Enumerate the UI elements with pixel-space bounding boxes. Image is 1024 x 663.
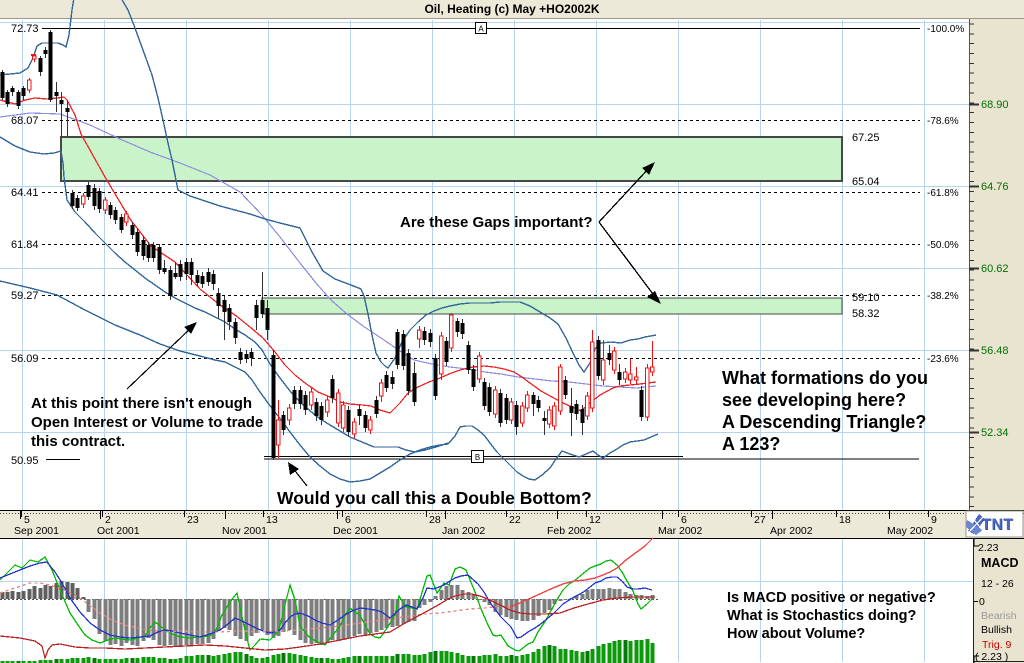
svg-text:2.23: 2.23 [978, 542, 999, 554]
svg-text:Feb 2002: Feb 2002 [547, 525, 592, 537]
svg-text:Mar 2002: Mar 2002 [658, 525, 703, 537]
svg-text:What is Stochastics doing?: What is Stochastics doing? [727, 608, 916, 624]
svg-text:-61.8%: -61.8% [927, 188, 959, 199]
svg-text:At this point there isn't enou: At this point there isn't enough [31, 395, 252, 412]
svg-text:this contract.: this contract. [31, 433, 125, 450]
svg-text:Nov 2001: Nov 2001 [222, 525, 267, 537]
svg-text:-100.0%: -100.0% [927, 24, 964, 35]
svg-text:Is MACD positive or negative?: Is MACD positive or negative? [727, 590, 936, 606]
svg-text:A Descending Triangle?: A Descending Triangle? [722, 412, 926, 432]
svg-text:9: 9 [931, 514, 937, 526]
svg-text:Open Interest or Volume to tra: Open Interest or Volume to trade [31, 414, 263, 431]
svg-text:28: 28 [429, 514, 441, 526]
svg-text:Oct 2001: Oct 2001 [97, 525, 140, 537]
svg-text:Trig. 9: Trig. 9 [982, 639, 1012, 651]
svg-text:52.34: 52.34 [981, 427, 1009, 439]
svg-text:How about Volume?: How about Volume? [727, 626, 865, 642]
svg-text:61.84: 61.84 [11, 239, 39, 251]
svg-text:64.41: 64.41 [11, 187, 39, 199]
svg-text:-38.2%: -38.2% [927, 291, 959, 302]
svg-text:50.95: 50.95 [11, 455, 39, 467]
svg-text:12: 12 [589, 514, 601, 526]
svg-text:59.27: 59.27 [11, 290, 39, 302]
svg-text:Bearish: Bearish [981, 610, 1017, 622]
svg-text:23: 23 [187, 514, 199, 526]
svg-text:58.32: 58.32 [852, 308, 880, 320]
svg-text:A 123?: A 123? [722, 434, 780, 454]
svg-text:72.73: 72.73 [11, 23, 39, 35]
svg-text:56.09: 56.09 [11, 353, 39, 365]
svg-text:MACD: MACD [981, 556, 1019, 570]
svg-text:6: 6 [681, 514, 687, 526]
svg-text:6: 6 [345, 514, 351, 526]
svg-text:64.76: 64.76 [981, 181, 1009, 193]
svg-text:65.04: 65.04 [852, 176, 880, 188]
svg-text:59.10: 59.10 [852, 292, 880, 304]
svg-text:60.62: 60.62 [981, 263, 1009, 275]
svg-text:5: 5 [24, 514, 30, 526]
svg-text:Would you call this a Double B: Would you call this a Double Bottom? [277, 488, 592, 508]
svg-text:27: 27 [754, 514, 766, 526]
svg-text:12 - 26: 12 - 26 [981, 578, 1014, 590]
svg-text:-23.6%: -23.6% [927, 354, 959, 365]
svg-text:-78.6%: -78.6% [927, 116, 959, 127]
svg-text:Are these Gaps important?: Are these Gaps important? [400, 214, 593, 231]
svg-text:Jan 2002: Jan 2002 [442, 525, 485, 537]
svg-text:56.48: 56.48 [981, 345, 1009, 357]
svg-text:Bullish: Bullish [981, 624, 1012, 636]
svg-text:Dec 2001: Dec 2001 [333, 525, 378, 537]
svg-text:68.90: 68.90 [981, 99, 1009, 111]
svg-text:B: B [475, 453, 480, 462]
svg-text:-50.0%: -50.0% [927, 240, 959, 251]
svg-text:22: 22 [509, 514, 521, 526]
svg-text:see developing here?: see developing here? [722, 390, 906, 410]
svg-text:2: 2 [105, 514, 111, 526]
svg-text:Apr 2002: Apr 2002 [770, 525, 813, 537]
svg-text:68.07: 68.07 [11, 115, 39, 127]
svg-text:Oil, Heating (c) May +HO2002K: Oil, Heating (c) May +HO2002K [424, 2, 599, 16]
svg-text:TNT: TNT [981, 516, 1013, 533]
svg-text:18: 18 [839, 514, 851, 526]
svg-text:67.25: 67.25 [852, 132, 880, 144]
svg-text:What formations do you: What formations do you [722, 368, 928, 388]
svg-text:0: 0 [979, 596, 985, 608]
svg-text:A: A [478, 25, 484, 34]
svg-text:13: 13 [266, 514, 278, 526]
svg-text:TNT: TNT [982, 517, 1014, 534]
svg-text:Sep 2001: Sep 2001 [14, 525, 59, 537]
svg-text:May 2002: May 2002 [887, 525, 933, 537]
svg-text:( 2.23 ): ( 2.23 ) [975, 651, 1008, 663]
